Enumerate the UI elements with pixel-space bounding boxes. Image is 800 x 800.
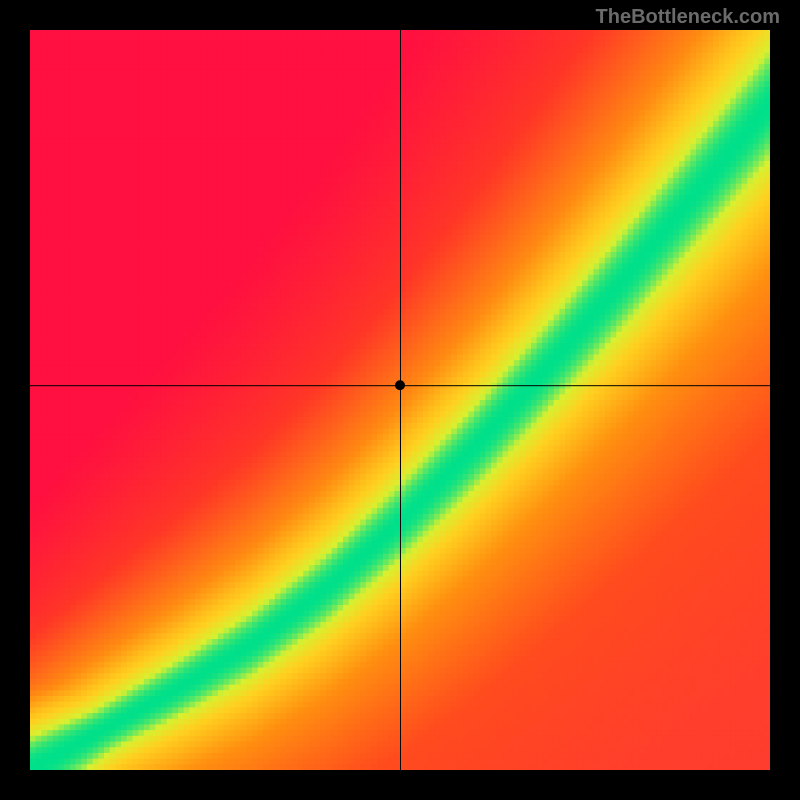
heatmap-canvas [30, 30, 770, 770]
plot-area [30, 30, 770, 770]
watermark-text: TheBottleneck.com [596, 6, 780, 29]
chart-frame: TheBottleneck.com [0, 0, 800, 800]
